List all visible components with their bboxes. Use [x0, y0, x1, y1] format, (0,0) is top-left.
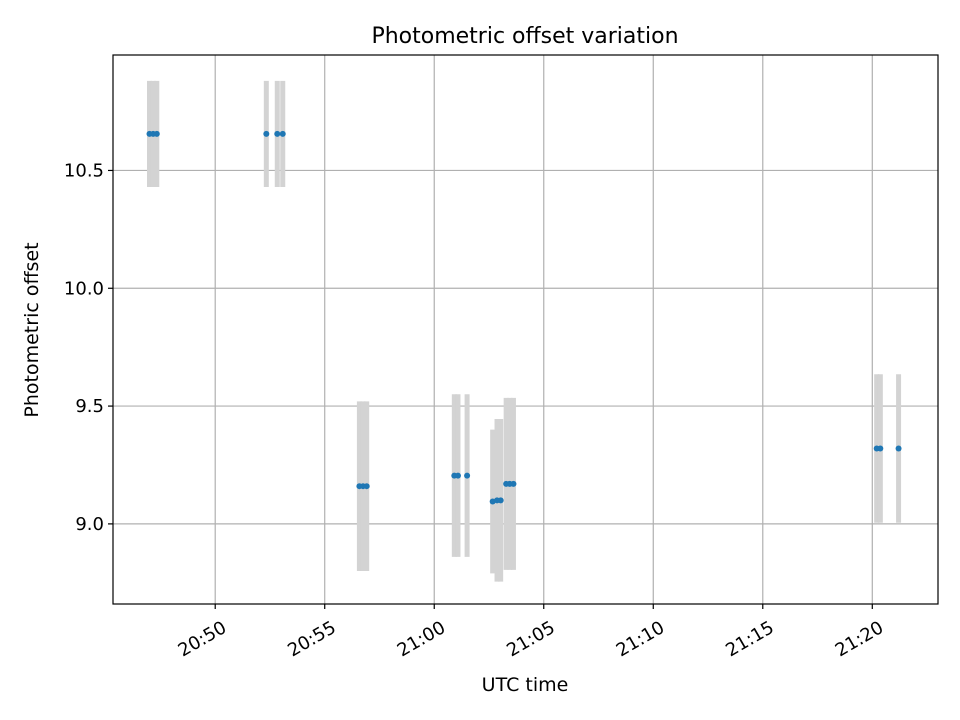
- data-point: [279, 130, 286, 137]
- data-point: [153, 130, 160, 137]
- plot-frame: [112, 54, 939, 605]
- data-point: [363, 483, 370, 490]
- y-axis-ticks: 9.0 9.5 10.0 10.5: [64, 160, 113, 535]
- chart-title: Photometric offset variation: [371, 24, 678, 49]
- data-point: [497, 497, 504, 504]
- data-point: [510, 480, 517, 487]
- grid: [113, 55, 938, 604]
- data-point: [464, 472, 471, 479]
- y-tick-label: 10.0: [64, 278, 104, 299]
- y-tick-label: 10.5: [64, 160, 104, 181]
- data-point: [454, 472, 461, 479]
- data-point: [895, 445, 902, 452]
- y-tick-label: 9.5: [75, 396, 104, 417]
- data-point: [274, 130, 281, 137]
- x-axis-label: UTC time: [482, 674, 569, 696]
- y-axis-label: Photometric offset: [21, 242, 43, 417]
- data-point: [877, 445, 884, 452]
- y-tick-label: 9.0: [75, 514, 104, 535]
- data-point: [263, 130, 270, 137]
- data-points: [146, 130, 902, 505]
